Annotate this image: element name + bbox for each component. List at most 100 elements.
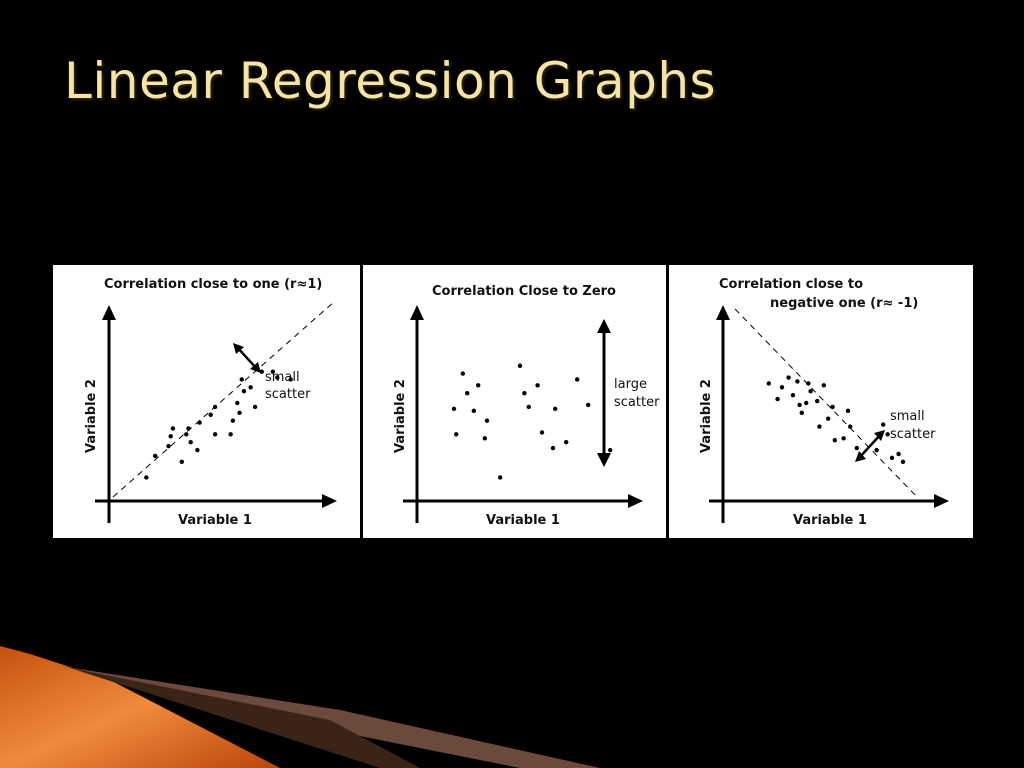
scatter-point <box>786 375 791 380</box>
orange-swoosh-shape <box>0 646 280 768</box>
scatter-point <box>808 389 813 394</box>
scatter-point <box>885 432 890 437</box>
annotation-line: scatter <box>890 427 936 442</box>
scatter-point <box>252 404 258 410</box>
chart-title-line: Correlation close to <box>719 277 863 292</box>
zero-correlation-chart: Correlation Close to Zero Variable 1 Var… <box>393 284 660 528</box>
trend-line-negative <box>734 308 918 498</box>
scatter-point <box>826 416 831 421</box>
scatter-point <box>539 430 545 435</box>
positive-correlation-chart: Correlation close to one (r≈1) Variable … <box>84 277 337 528</box>
scatter-points <box>451 363 613 480</box>
scatter-point <box>874 447 879 453</box>
chart-title-line: Correlation close to one (r≈1) <box>104 277 322 292</box>
scatter-point <box>498 475 503 480</box>
scatter-point <box>451 406 457 412</box>
scatter-point <box>854 445 859 451</box>
scatter-point <box>476 383 481 388</box>
scatter-point <box>564 440 569 445</box>
x-axis-arrowhead <box>322 494 337 508</box>
scatter-point <box>270 369 276 374</box>
scatter-point <box>184 432 189 437</box>
scatter-point <box>241 389 247 394</box>
slide-title: Linear Regression Graphs <box>64 52 717 110</box>
brown-swoosh-shape <box>60 666 600 768</box>
scatter-point <box>795 379 800 384</box>
panel-zero-correlation: Correlation Close to Zero Variable 1 Var… <box>363 265 666 538</box>
chart-title-line: negative one (r≈ -1) <box>770 296 918 311</box>
dark-swoosh-shape <box>70 668 420 768</box>
y-axis-label: Variable 2 <box>393 379 408 453</box>
scatter-point <box>775 396 780 402</box>
panel-positive-correlation: Correlation close to one (r≈1) Variable … <box>53 265 360 538</box>
scatter-arrow-head <box>233 343 244 354</box>
scatter-point <box>212 432 218 437</box>
scatter-point <box>482 436 487 441</box>
y-axis-arrowhead <box>410 305 424 320</box>
scatter-point <box>896 451 901 457</box>
scatter-point <box>815 398 820 404</box>
y-axis-arrowhead <box>716 305 730 320</box>
scatter-point <box>522 391 527 396</box>
scatter-point <box>465 391 470 396</box>
scatter-point <box>841 436 846 441</box>
scatter-point <box>471 408 476 414</box>
scatter-point <box>228 432 233 437</box>
y-axis-arrowhead <box>102 305 116 320</box>
scatter-point <box>484 418 490 423</box>
x-axis-label: Variable 1 <box>178 513 252 528</box>
y-axis-label: Variable 2 <box>699 379 714 453</box>
annotation-line: scatter <box>265 387 311 402</box>
x-axis-label: Variable 1 <box>793 513 867 528</box>
scatter-point <box>259 369 264 374</box>
scatter-point <box>799 410 804 415</box>
scatter-point <box>900 459 906 464</box>
negative-correlation-chart: Correlation close to negative one (r≈ -1… <box>699 277 949 528</box>
annotation-line: small <box>890 409 925 424</box>
scatter-point <box>188 440 193 445</box>
scatter-point <box>168 434 173 439</box>
scatter-point <box>830 404 835 410</box>
scatter-point <box>550 445 556 451</box>
scatter-arrow-tail <box>597 453 611 467</box>
scatter-point <box>248 385 253 390</box>
scatter-point <box>766 381 771 386</box>
y-axis-label: Variable 2 <box>84 379 99 453</box>
scatter-point <box>212 404 218 410</box>
scatter-arrow-tail <box>874 430 885 441</box>
trend-line-positive <box>112 300 336 498</box>
scatter-point <box>804 400 809 406</box>
scatter-point <box>186 426 191 431</box>
annotation-line: large <box>614 377 647 392</box>
scatter-arrow <box>858 433 882 459</box>
scatter-point <box>197 420 202 425</box>
scatter-point <box>526 404 531 410</box>
scatter-point <box>460 371 465 376</box>
scatter-point <box>239 377 244 382</box>
scatter-point <box>179 459 185 464</box>
scatter-point <box>817 424 822 429</box>
scatter-point <box>235 400 240 406</box>
scatter-point <box>881 422 886 427</box>
scatter-point <box>575 377 580 382</box>
scatter-point <box>608 447 613 453</box>
scatter-point <box>586 402 591 408</box>
scatter-point <box>517 363 523 368</box>
scatter-point <box>832 438 837 443</box>
scatter-point <box>195 447 200 453</box>
scatter-point <box>208 412 213 417</box>
scatter-point <box>790 392 796 398</box>
figure-strip: Correlation close to one (r≈1) Variable … <box>53 265 973 538</box>
annotation-line: scatter <box>614 395 660 410</box>
scatter-point <box>797 402 802 408</box>
scatter-point <box>806 381 811 386</box>
scatter-point <box>288 377 293 382</box>
scatter-point <box>779 385 785 390</box>
x-axis-arrowhead <box>628 494 643 508</box>
scatter-point <box>454 432 459 437</box>
scatter-point <box>535 383 540 388</box>
scatter-point <box>889 455 895 461</box>
scatter-point <box>553 406 558 412</box>
scatter-point <box>152 453 158 459</box>
scatter-point <box>821 383 826 388</box>
